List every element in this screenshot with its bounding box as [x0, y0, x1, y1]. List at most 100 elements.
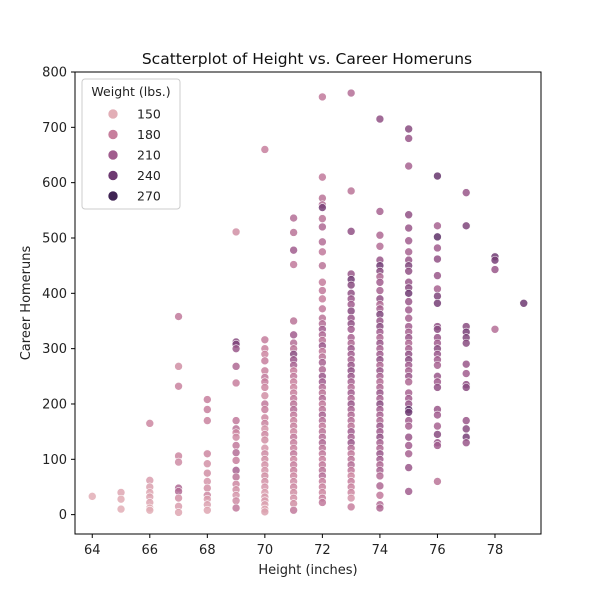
legend-label: 270 [137, 189, 161, 204]
data-point [174, 508, 183, 517]
data-point [318, 498, 327, 507]
data-point [433, 284, 442, 294]
data-point [203, 405, 212, 414]
data-point [231, 362, 241, 371]
data-point [375, 490, 385, 500]
data-point [318, 277, 327, 287]
data-point [116, 504, 126, 514]
data-point [318, 172, 327, 182]
data-point [433, 441, 442, 450]
data-point [404, 210, 413, 220]
data-point [231, 503, 241, 513]
data-point [375, 503, 385, 513]
data-point [318, 286, 327, 295]
data-point [231, 472, 241, 482]
legend-marker [107, 108, 119, 120]
data-point [404, 266, 413, 276]
data-point [289, 330, 298, 340]
data-point [203, 395, 212, 404]
data-point [346, 306, 356, 316]
data-point [318, 92, 327, 102]
data-point [145, 505, 155, 515]
data-point [404, 432, 413, 442]
data-point [461, 338, 471, 348]
data-point [461, 359, 471, 369]
data-point [404, 223, 413, 233]
data-point [433, 421, 442, 431]
y-tick-label: 600 [42, 176, 67, 191]
x-tick-label: 64 [84, 543, 101, 558]
data-point [461, 221, 471, 231]
y-axis-label: Career Homeruns [19, 245, 34, 360]
data-point [231, 496, 241, 506]
data-point [375, 241, 385, 251]
data-point [433, 477, 442, 486]
data-point [174, 493, 183, 503]
data-point [519, 298, 529, 308]
data-point [404, 289, 413, 298]
data-point [231, 432, 241, 442]
data-point [260, 405, 270, 414]
data-point [346, 280, 356, 290]
data-point [289, 228, 298, 237]
plot-frame [74, 71, 542, 535]
data-point [433, 254, 442, 264]
data-point [203, 468, 212, 478]
data-point [346, 324, 356, 334]
data-point [404, 124, 413, 134]
data-point [260, 335, 270, 345]
x-tick-label: 76 [429, 543, 446, 558]
data-point [404, 161, 413, 171]
data-point [260, 435, 270, 445]
data-point [289, 213, 298, 223]
plot-area [74, 71, 542, 535]
y-tick-label: 700 [42, 121, 67, 136]
data-point [433, 271, 442, 280]
data-point [461, 188, 471, 197]
data-point [203, 459, 212, 469]
y-tick-label: 0 [59, 508, 67, 523]
data-point [490, 255, 500, 265]
data-point [231, 378, 241, 388]
data-point [231, 227, 241, 237]
x-tick-label: 70 [257, 543, 274, 558]
data-point [346, 186, 356, 196]
data-point [490, 265, 500, 274]
data-point [203, 449, 212, 459]
data-point [433, 243, 442, 253]
y-tick-label: 400 [42, 287, 67, 302]
data-point [145, 419, 155, 428]
data-point [404, 441, 413, 450]
data-point [318, 358, 327, 367]
data-point [404, 377, 413, 387]
data-point [375, 481, 385, 491]
data-point [404, 463, 413, 472]
data-point [174, 381, 183, 391]
data-point [318, 237, 327, 247]
data-point [404, 313, 413, 323]
legend-frame [81, 78, 181, 210]
data-point [203, 483, 212, 493]
data-point [346, 88, 356, 98]
legend-label: 210 [137, 148, 161, 163]
y-tick-label: 200 [42, 397, 67, 412]
data-point [289, 505, 298, 515]
legend-title: Weight (lbs.) [91, 84, 170, 99]
legend-marker [107, 190, 119, 202]
data-point [260, 391, 270, 400]
data-point [346, 227, 356, 236]
data-point [375, 277, 385, 287]
data-point [461, 383, 471, 392]
data-point [203, 416, 212, 425]
x-tick-label: 68 [199, 543, 216, 558]
data-point [289, 260, 298, 269]
data-point [289, 316, 298, 326]
y-tick-label: 800 [42, 66, 67, 81]
data-point [433, 410, 442, 420]
data-point [404, 236, 413, 246]
data-point [116, 494, 126, 504]
data-point [433, 383, 442, 392]
x-axis-label: Height (inches) [258, 563, 357, 578]
data-point [231, 456, 241, 465]
y-tick-label: 300 [42, 342, 67, 357]
